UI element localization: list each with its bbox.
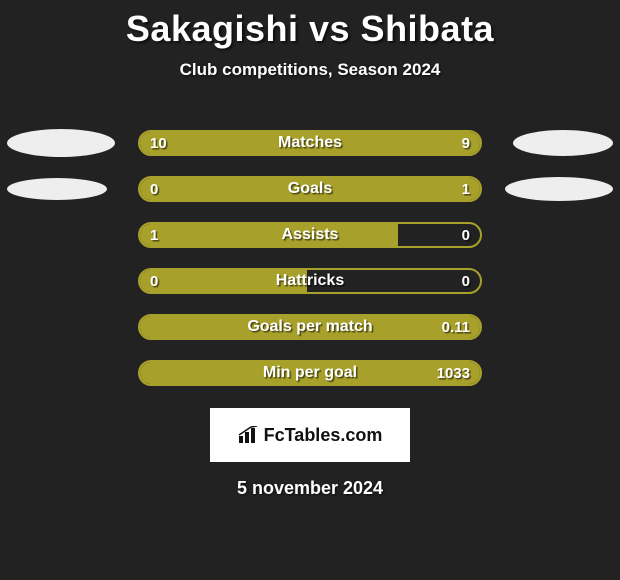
stat-row: Goals per match0.11 bbox=[0, 304, 620, 350]
bar-fill-left bbox=[140, 224, 398, 246]
stat-row: Assists10 bbox=[0, 212, 620, 258]
bar-track: Min per goal1033 bbox=[138, 360, 482, 386]
bar-track: Goals per match0.11 bbox=[138, 314, 482, 340]
logo-box: FcTables.com bbox=[210, 408, 410, 462]
player-ellipse-right bbox=[513, 130, 613, 156]
player-ellipse-left bbox=[7, 129, 115, 157]
page-subtitle: Club competitions, Season 2024 bbox=[0, 60, 620, 80]
bar-track: Matches109 bbox=[138, 130, 482, 156]
stat-row: Hattricks00 bbox=[0, 258, 620, 304]
comparison-chart: Matches109 Goals01 Assists10 Hattricks00 Goa… bbox=[0, 120, 620, 396]
bar-track: Assists10 bbox=[138, 222, 482, 248]
bar-track: Hattricks00 bbox=[138, 268, 482, 294]
stat-row: Goals01 bbox=[0, 166, 620, 212]
stat-value-right: 0 bbox=[462, 224, 470, 246]
logo: FcTables.com bbox=[238, 425, 383, 446]
bar-fill-right bbox=[319, 132, 480, 154]
bar-fill-right bbox=[201, 178, 480, 200]
player-ellipse-right bbox=[505, 177, 613, 201]
bar-track: Goals01 bbox=[138, 176, 482, 202]
bar-fill-left bbox=[140, 178, 201, 200]
player-ellipse-left bbox=[7, 178, 107, 200]
date-label: 5 november 2024 bbox=[0, 478, 620, 499]
bar-fill-left bbox=[140, 270, 307, 292]
bar-chart-icon bbox=[238, 426, 260, 444]
bar-fill-right bbox=[140, 316, 480, 338]
stat-value-right: 0 bbox=[462, 270, 470, 292]
page-title: Sakagishi vs Shibata bbox=[0, 0, 620, 50]
logo-text: FcTables.com bbox=[264, 425, 383, 446]
stat-row: Matches109 bbox=[0, 120, 620, 166]
bar-fill-right bbox=[140, 362, 480, 384]
stat-row: Min per goal1033 bbox=[0, 350, 620, 396]
bar-fill-left bbox=[140, 132, 319, 154]
